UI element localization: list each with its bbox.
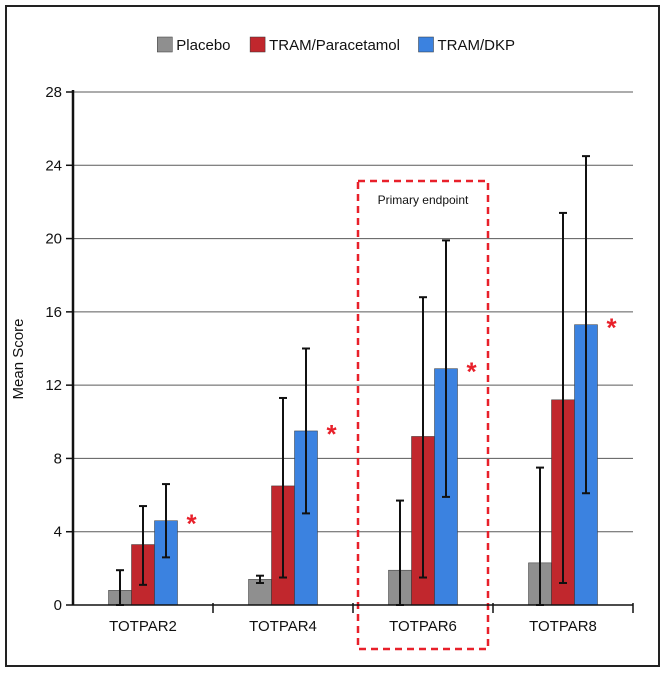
y-tick-label: 8 xyxy=(54,450,62,467)
y-tick-label: 20 xyxy=(45,231,62,248)
x-tick-label: TOTPAR2 xyxy=(109,618,177,635)
x-tick-label: TOTPAR8 xyxy=(529,618,597,635)
legend-label: TRAM/Paracetamol xyxy=(269,37,400,54)
y-tick-label: 16 xyxy=(45,304,62,321)
legend-swatch xyxy=(249,36,266,53)
legend-label: TRAM/DKP xyxy=(438,37,516,54)
legend-swatch xyxy=(157,36,173,53)
primary-endpoint-label: Primary endpoint xyxy=(378,193,469,207)
chart-frame: Primary endpoint * * * * 0 4 8 12 16 20 24 28 TOTPA… xyxy=(5,5,660,667)
y-axis-label: Mean Score xyxy=(10,319,27,400)
significance-asterisk: * xyxy=(187,509,198,539)
primary-endpoint-box xyxy=(356,179,490,651)
significance-asterisk: * xyxy=(467,357,478,387)
bar-chart: Primary endpoint * * * * 0 4 8 12 16 20 24 28 TOTPA… xyxy=(10,36,634,651)
y-tick-label: 0 xyxy=(54,597,62,614)
y-tick-label: 4 xyxy=(54,524,62,541)
y-tick-label: 28 xyxy=(45,84,62,101)
legend-label: Placebo xyxy=(176,37,230,54)
legend-swatch xyxy=(418,36,434,53)
significance-asterisk: * xyxy=(327,419,338,449)
y-tick-label: 24 xyxy=(45,157,62,174)
significance-asterisk: * xyxy=(607,313,618,343)
x-tick-label: TOTPAR4 xyxy=(249,618,317,635)
y-tick-label: 12 xyxy=(45,377,62,394)
x-tick-label: TOTPAR6 xyxy=(389,618,457,635)
